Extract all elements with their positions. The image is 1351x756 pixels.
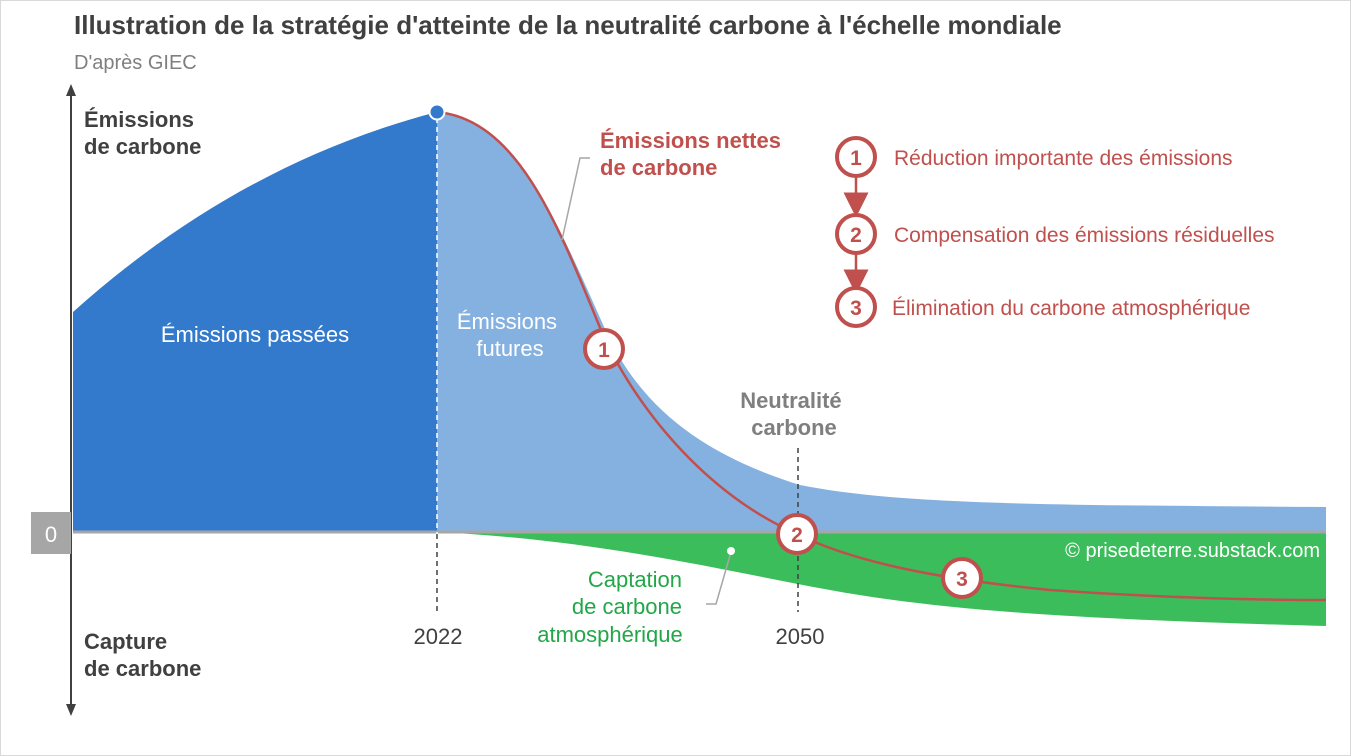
axis-arrow-down-icon [66,704,76,716]
zero-label-box [31,512,71,554]
net-emissions-label: Émissions nettes de carbone [600,128,787,180]
axis-arrow-up-icon [66,84,76,96]
step-marker-1: 1 [583,328,625,370]
capture-leader-dot [727,547,735,555]
year-2050-label: 2050 [776,624,825,649]
peak-point [428,103,446,121]
svg-text:1: 1 [598,339,610,362]
capture-leader-line [706,551,732,605]
legend-item-1: 1 Réduction importante des émissions [835,136,1233,178]
carbon-capture-area [437,532,1326,626]
legend-item-2: 2 Compensation des émissions résiduelles [835,213,1275,255]
net-emissions-leader-line [561,157,590,241]
step-marker-2: 2 [776,513,818,555]
neutrality-label: Neutralité carbone [740,388,848,440]
past-emissions-label: Émissions passées [161,322,349,347]
svg-text:2: 2 [850,224,862,247]
page-title: Illustration de la stratégie d'atteinte … [74,10,1062,40]
legend: 1 Réduction importante des émissions 2 C… [835,136,1275,328]
future-emissions-area [437,112,1326,532]
step-marker-3: 3 [941,557,983,599]
copyright-text: © prisedeterre.substack.com [1065,540,1320,562]
year-2022-label: 2022 [414,624,463,649]
legend-item-3: 3 Élimination du carbone atmosphérique [835,286,1250,328]
svg-text:Élimination du carbone atmosph: Élimination du carbone atmosphérique [892,297,1250,320]
capture-label: Captation de carbone atmosphérique [537,567,688,647]
svg-text:Compensation des émissions rés: Compensation des émissions résiduelles [894,224,1275,247]
svg-text:1: 1 [850,147,862,170]
emissions-axis-label: Émissions de carbone [84,107,201,159]
page-subtitle: D'après GIEC [74,52,197,74]
zero-label: 0 [45,522,57,547]
svg-text:Réduction importante des émiss: Réduction importante des émissions [894,147,1233,170]
svg-text:3: 3 [956,568,968,591]
future-emissions-label: Émissions futures [457,309,563,361]
svg-text:3: 3 [850,297,862,320]
svg-text:2: 2 [791,524,803,547]
capture-axis-label: Capture de carbone [84,629,201,681]
past-emissions-area [73,112,437,532]
